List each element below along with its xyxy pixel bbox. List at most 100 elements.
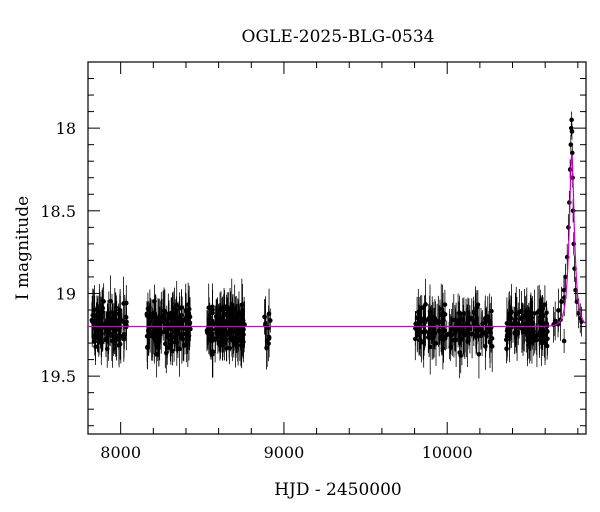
data-point	[155, 336, 161, 342]
data-point	[205, 326, 211, 332]
data-point	[433, 341, 439, 346]
data-point	[104, 346, 110, 352]
data-point	[489, 336, 495, 341]
data-point	[561, 287, 567, 293]
data-point	[471, 318, 476, 324]
data-point	[482, 320, 488, 325]
data-point	[478, 333, 484, 339]
data-point	[487, 318, 492, 324]
data-point	[174, 339, 180, 345]
data-point	[422, 320, 427, 326]
data-point	[264, 338, 270, 344]
data-point	[170, 306, 176, 312]
data-point	[112, 334, 117, 339]
data-point	[506, 316, 512, 321]
plot-frame	[87, 61, 587, 435]
data-point	[262, 314, 267, 320]
data-point	[186, 333, 192, 338]
data-point	[527, 326, 532, 332]
data-point	[179, 312, 184, 318]
data-point	[552, 318, 558, 324]
model-curve	[88, 154, 587, 328]
data-point	[210, 310, 215, 316]
data-point	[542, 333, 548, 339]
data-point	[222, 304, 227, 309]
data-point	[104, 336, 109, 341]
data-point	[149, 333, 155, 339]
data-point	[98, 313, 103, 319]
data-point	[106, 315, 112, 320]
data-point	[146, 326, 152, 331]
x-tick-label: 10000	[422, 443, 473, 462]
data-point	[222, 341, 227, 346]
data-point	[98, 317, 103, 322]
data-point	[464, 330, 469, 335]
data-point	[117, 307, 123, 313]
data-point	[451, 317, 457, 323]
data-point	[481, 330, 486, 335]
data-point	[114, 311, 119, 317]
data-point	[452, 331, 458, 337]
data-point	[187, 321, 192, 327]
data-point	[165, 334, 170, 340]
data-point	[92, 339, 98, 344]
data-point	[453, 337, 459, 343]
data-point	[230, 311, 235, 316]
data-points	[89, 117, 584, 358]
y-axis-label: I magnitude	[13, 196, 33, 300]
data-point	[458, 326, 463, 331]
data-point	[152, 298, 157, 304]
data-point	[154, 351, 159, 357]
x-tick-label: 8000	[100, 443, 141, 462]
data-point	[238, 313, 244, 318]
data-point	[448, 344, 453, 350]
data-point	[210, 334, 215, 340]
data-point	[177, 319, 182, 324]
data-point	[239, 330, 245, 336]
data-point	[437, 319, 443, 325]
data-point	[117, 313, 123, 319]
data-point	[98, 338, 104, 344]
data-point	[185, 339, 191, 345]
data-point	[483, 344, 488, 349]
data-point	[476, 326, 481, 332]
data-point	[157, 319, 163, 324]
data-point	[442, 302, 448, 307]
data-point	[489, 308, 494, 314]
data-point	[432, 316, 438, 321]
data-point	[106, 332, 111, 338]
data-point	[430, 326, 436, 331]
data-point	[569, 129, 575, 134]
data-point	[419, 305, 425, 310]
data-point	[121, 336, 127, 342]
data-point	[484, 326, 489, 331]
data-point	[123, 314, 129, 320]
data-point	[522, 314, 527, 319]
data-point	[164, 350, 169, 356]
data-point	[210, 318, 215, 324]
data-point	[113, 338, 118, 343]
data-point	[239, 340, 244, 345]
data-point	[185, 302, 191, 308]
data-point	[239, 302, 245, 308]
data-point	[220, 318, 225, 323]
data-point	[413, 336, 418, 342]
data-point	[529, 315, 535, 320]
data-point	[101, 299, 106, 304]
data-point	[164, 319, 170, 324]
data-point	[513, 316, 519, 322]
data-point	[458, 353, 464, 358]
data-point	[474, 305, 480, 310]
data-point	[505, 326, 510, 331]
data-point	[169, 339, 175, 345]
x-tick-label: 9000	[264, 443, 305, 462]
data-point	[106, 311, 112, 316]
data-point	[206, 305, 211, 311]
data-point	[102, 321, 108, 326]
data-point	[460, 317, 466, 323]
data-point	[442, 328, 447, 333]
data-point	[422, 328, 428, 334]
data-point	[93, 344, 98, 349]
chart-title: OGLE-2025-BLG-0534	[242, 27, 435, 47]
data-point	[471, 309, 477, 315]
